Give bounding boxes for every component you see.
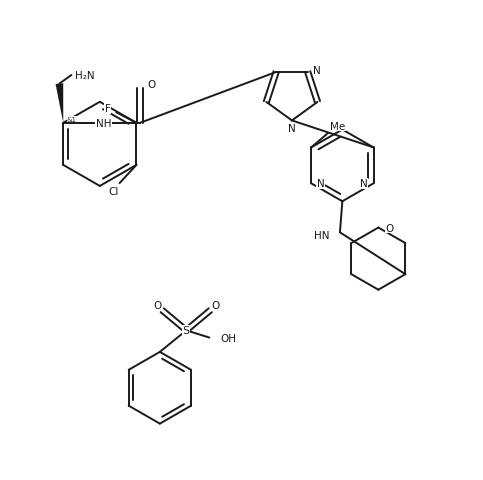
Text: N: N — [288, 124, 296, 134]
Text: F: F — [105, 104, 111, 114]
Text: O: O — [211, 301, 219, 311]
Text: Me: Me — [330, 121, 346, 132]
Text: NH: NH — [96, 119, 111, 129]
Text: OH: OH — [220, 333, 236, 343]
Text: N: N — [313, 65, 321, 75]
Text: O: O — [147, 79, 156, 89]
Text: H₂N: H₂N — [75, 71, 94, 81]
Text: N: N — [360, 179, 368, 189]
Polygon shape — [56, 84, 63, 123]
Text: S: S — [183, 326, 190, 336]
Text: O: O — [153, 301, 162, 311]
Text: Cl: Cl — [109, 187, 119, 197]
Text: &1: &1 — [67, 117, 77, 123]
Text: HN: HN — [314, 230, 329, 240]
Text: O: O — [385, 223, 394, 233]
Text: N: N — [317, 179, 325, 189]
